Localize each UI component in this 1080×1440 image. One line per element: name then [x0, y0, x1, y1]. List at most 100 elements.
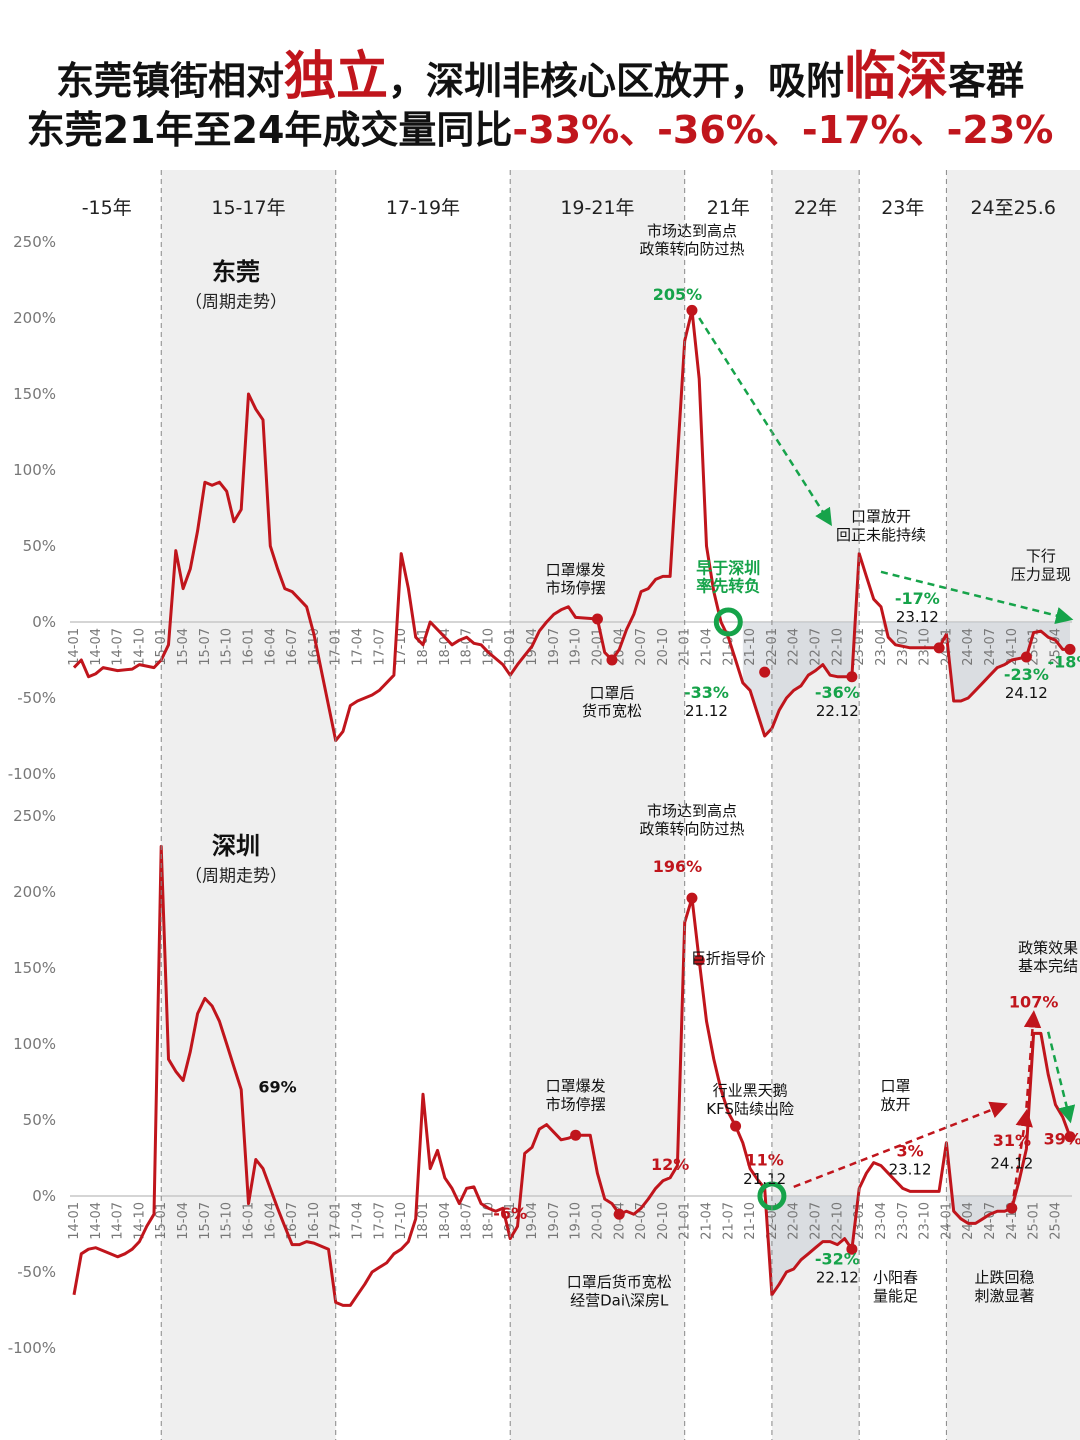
annotation: 23.12 [889, 1161, 932, 1179]
era-label: 22年 [794, 197, 837, 219]
x-tick-label: 22-07 [809, 628, 824, 666]
x-tick-label: 14-10 [132, 628, 147, 666]
x-tick-label: 14-10 [132, 1202, 147, 1240]
annotation: 市场停摆 [546, 579, 606, 597]
dongguan-panel: 250% 200% 150% 100% 50% 0% -50% -100% 14-01 14-04… [8, 222, 1080, 783]
y-tick-label: 200% [13, 309, 56, 327]
annotation: 口罩 [881, 1077, 911, 1095]
annotation: -17% [895, 589, 940, 608]
annotation: 量能足 [873, 1287, 918, 1305]
x-tick-label: 21-07 [721, 1202, 736, 1240]
data-point [730, 1120, 742, 1132]
x-tick-label: 24-07 [983, 628, 998, 666]
y-tick-label: 150% [13, 959, 56, 977]
annotation: 市场停摆 [546, 1095, 606, 1113]
headline-text-c: ，深圳非核心区放开，吸附 [387, 59, 844, 103]
annotation: 21.12 [743, 1170, 786, 1188]
x-tick-label: 23-04 [874, 628, 889, 666]
x-tick-label: 19-07 [547, 1202, 562, 1240]
x-tick-label: 14-01 [67, 1202, 82, 1240]
x-tick-label: 18-01 [416, 628, 431, 666]
headline-subject: 东莞21年至24年成交量同比 [26, 108, 513, 152]
negative-area [742, 1196, 1070, 1295]
x-tick-label: 25-04 [1048, 1202, 1063, 1240]
era-label: 24至25.6 [970, 197, 1055, 219]
trend-arrow [1046, 1031, 1076, 1124]
x-tick-label: 17-10 [394, 628, 409, 666]
y-tick-label: 50% [23, 537, 56, 555]
chart-subtitle: （周期走势） [185, 292, 287, 312]
annotation: 11% [746, 1151, 784, 1170]
x-tick-label: 18-07 [460, 1202, 475, 1240]
x-tick-label: 14-01 [67, 628, 82, 666]
era-band [161, 170, 336, 1440]
x-tick-label: 15-10 [220, 1202, 235, 1240]
x-tick-label: 17-07 [372, 628, 387, 666]
annotation: -32% [815, 1249, 860, 1268]
x-tick-label: 17-01 [329, 628, 344, 666]
annotation: 24.12 [1005, 684, 1048, 702]
era-label: 23年 [881, 197, 924, 219]
annotation: 政策转向防过热 [639, 820, 744, 838]
x-tick-label: 19-04 [525, 1202, 540, 1240]
annotation: -33% [684, 683, 729, 702]
x-tick-label: 17-01 [329, 1202, 344, 1240]
dual-cycle-chart: -15年 15-17年 17-19年 19-21年 21年 22年 23年 24至25.6 2… [8, 170, 1080, 1440]
annotation: -18% [1048, 653, 1080, 672]
x-tick-label: 15-07 [198, 1202, 213, 1240]
era-dividers [160, 170, 947, 1440]
x-tick-label: 24-01 [939, 1202, 954, 1240]
x-tick-label: 15-07 [198, 628, 213, 666]
x-tick-label: 17-07 [372, 1202, 387, 1240]
y-tick-label: 100% [13, 461, 56, 479]
x-tick-label: 20-10 [656, 1202, 671, 1240]
era-band [510, 170, 685, 1440]
annotation: 经营Dai\深房L [570, 1291, 669, 1309]
annotation: 3% [896, 1141, 923, 1160]
era-label: 19-21年 [560, 197, 634, 219]
data-point [846, 671, 858, 683]
x-tick-label: 15-10 [220, 628, 235, 666]
data-point [591, 613, 603, 625]
x-tick-label: 19-01 [503, 628, 518, 666]
data-point [570, 1129, 582, 1141]
annotation: 24.12 [990, 1155, 1033, 1173]
headline-line-2: 东莞21年至24年成交量同比-33%、-36%、-17%、-23% [0, 104, 1080, 156]
y-tick-label: -50% [17, 1263, 56, 1281]
x-tick-label: 20-01 [590, 1202, 605, 1240]
annotation: 刺激显著 [975, 1287, 1035, 1305]
data-point [1064, 643, 1076, 655]
era-label: 15-17年 [211, 197, 285, 219]
annotation: 22.12 [816, 702, 859, 720]
y-tick-label: 150% [13, 385, 56, 403]
annotation: 口罩后 [589, 684, 634, 702]
x-tick-label: 16-01 [241, 1202, 256, 1240]
trend-arrow [698, 317, 832, 527]
trend-arrow [880, 570, 1074, 625]
annotation: 口罩爆发 [546, 1077, 606, 1095]
annotation: 口罩放开 [851, 508, 911, 526]
x-tick-label: 15-04 [176, 1202, 191, 1240]
chart-title: 深圳 [212, 832, 260, 860]
annotation: 政策转向防过热 [639, 240, 744, 258]
headline-text-a: 东莞镇街相对 [55, 59, 284, 103]
era-bands [161, 170, 1080, 1440]
x-tick-label: 21-01 [678, 628, 693, 666]
x-tick-label: 22-07 [809, 1202, 824, 1240]
era-band [946, 170, 1080, 1440]
x-tick-label: 15-01 [154, 1202, 169, 1240]
x-tick-label: 14-04 [89, 1202, 104, 1240]
x-tick-label: 15-01 [154, 628, 169, 666]
x-tick-label: 18-01 [416, 1202, 431, 1240]
x-tick-label: 20-10 [656, 628, 671, 666]
annotation: 22.12 [816, 1269, 859, 1287]
x-tick-label: 24-10 [1005, 628, 1020, 666]
x-tick-label: 23-10 [918, 1202, 933, 1240]
annotation: 21.12 [685, 702, 728, 720]
data-point [1020, 651, 1032, 663]
data-point [846, 1243, 858, 1255]
x-tick-label: 18-04 [438, 1202, 453, 1240]
y-tick-label: 250% [13, 233, 56, 251]
x-tick-label: 22-10 [830, 1202, 845, 1240]
y-tick-label: -100% [8, 765, 56, 783]
